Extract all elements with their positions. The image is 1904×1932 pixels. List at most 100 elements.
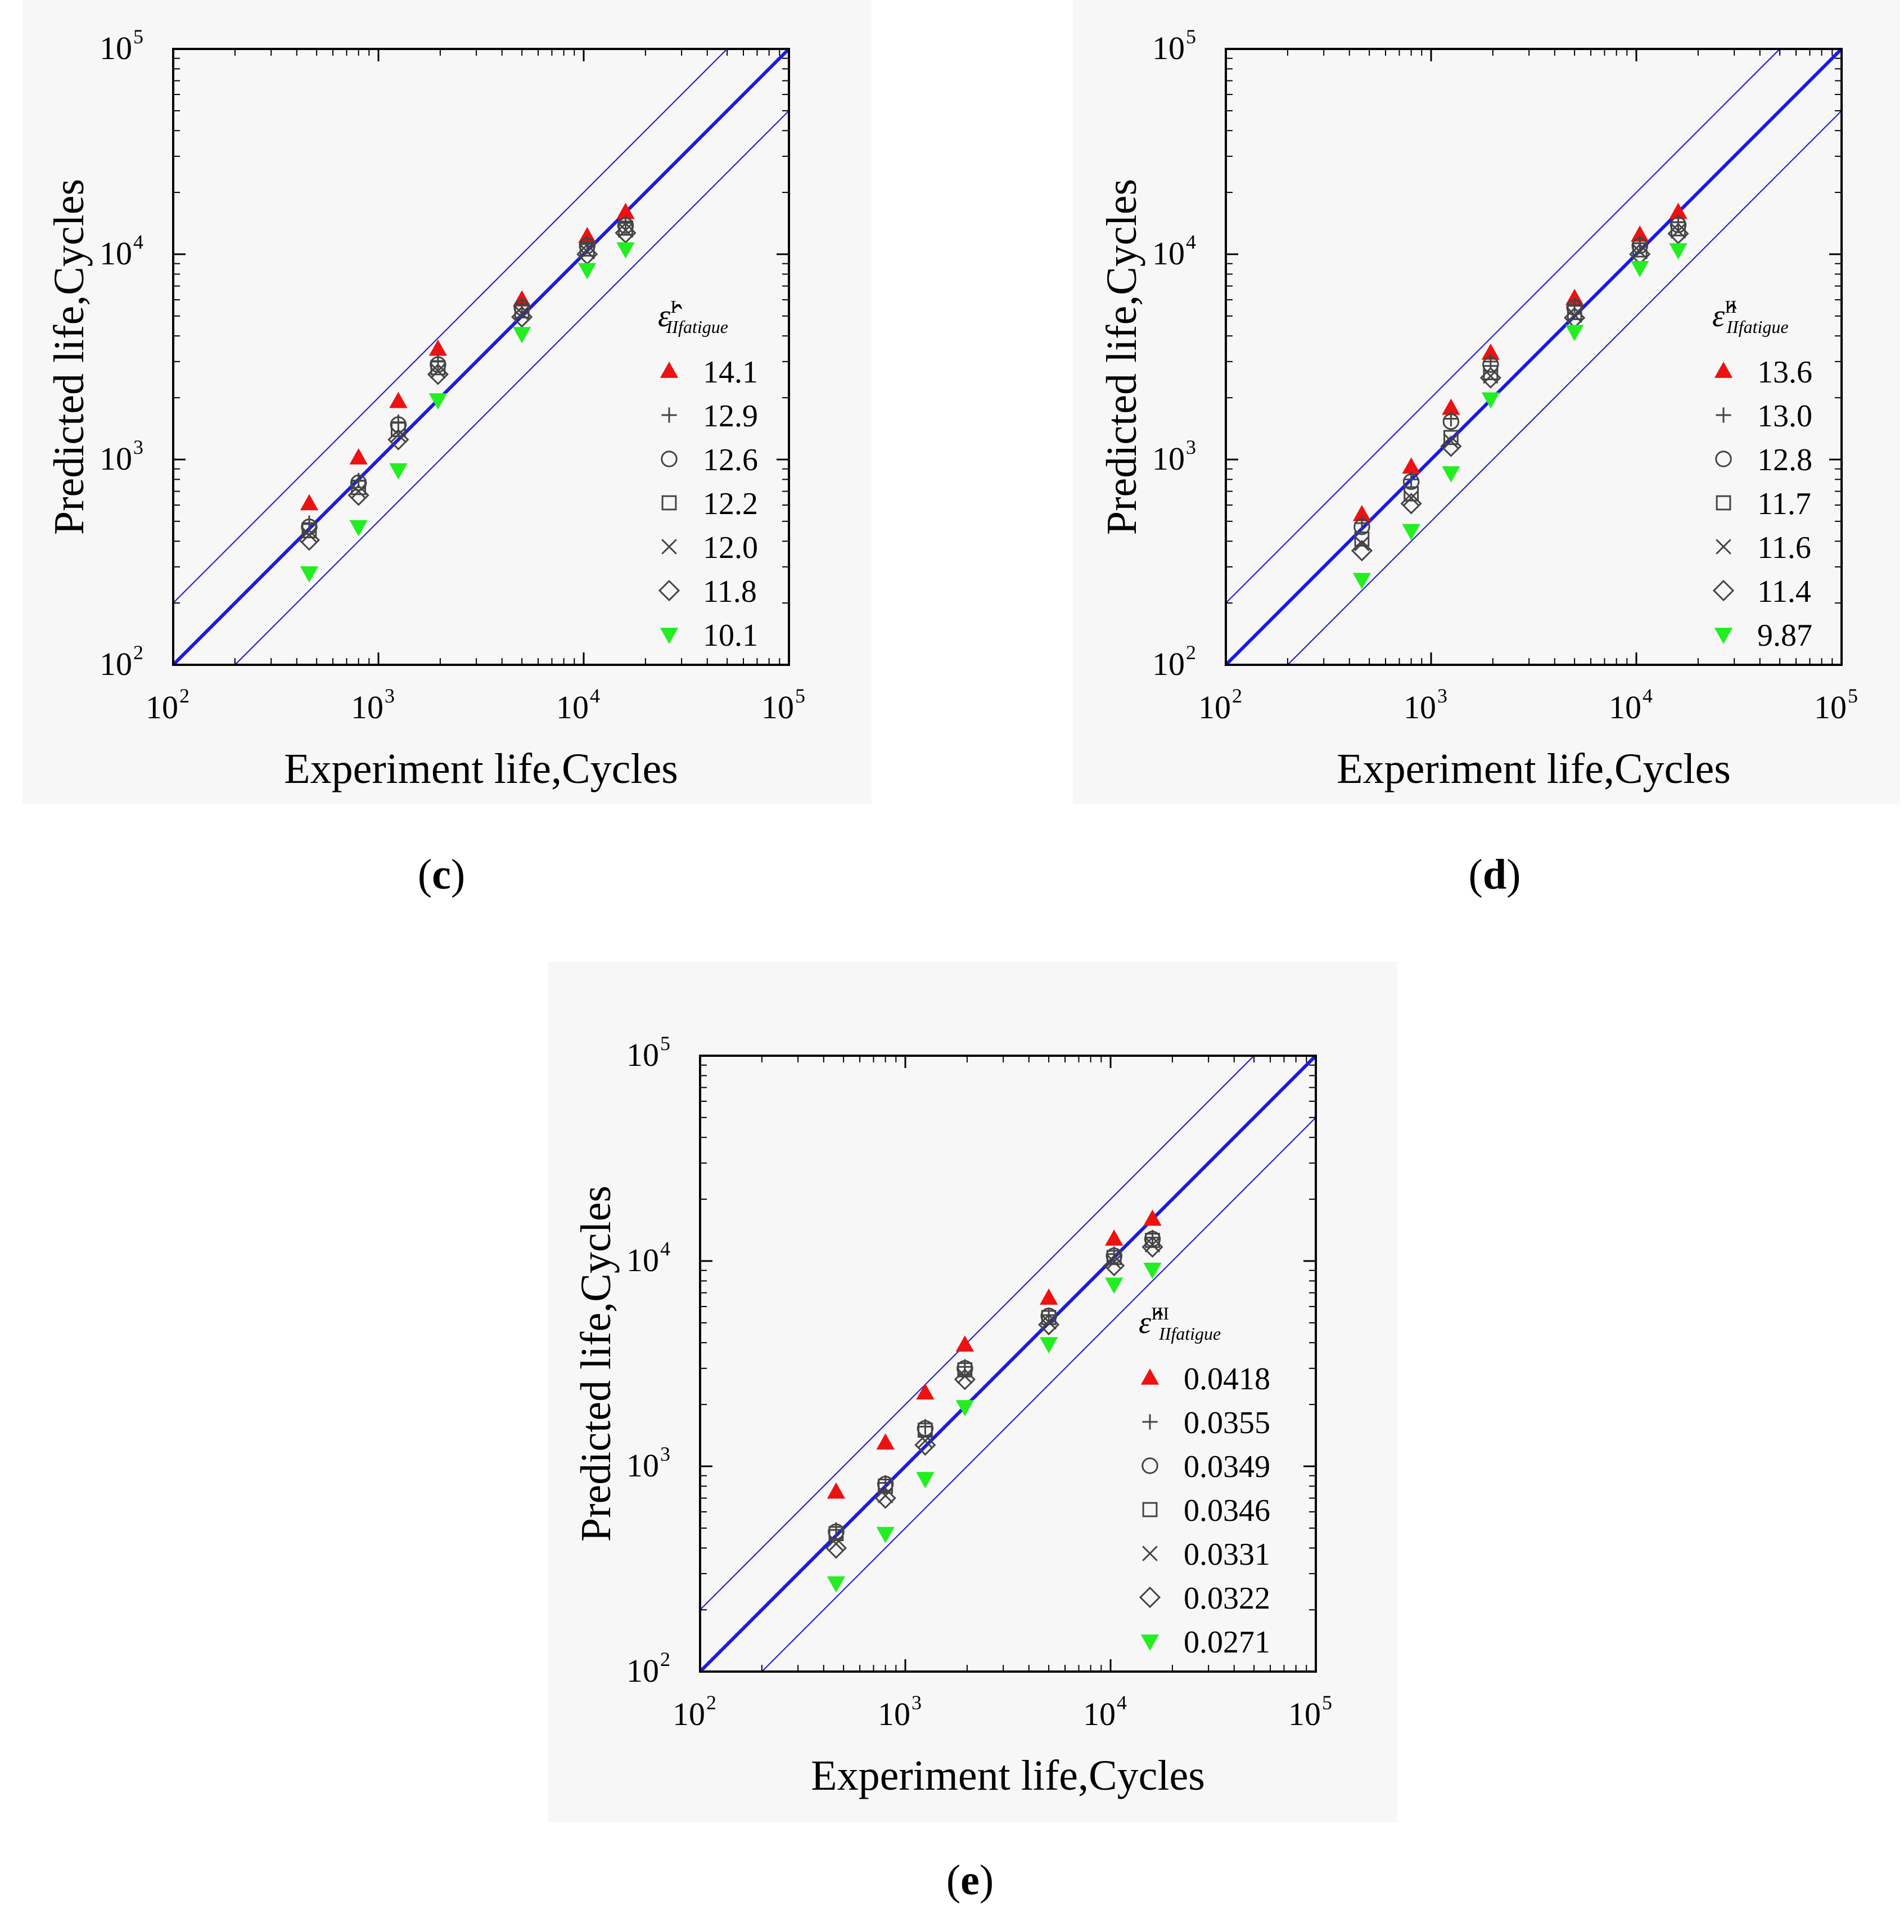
x-tick-label-d-2: 104 [1609, 684, 1653, 726]
data-point-c-3-6 [618, 220, 633, 236]
data-point-d-3-6 [1671, 221, 1686, 237]
series-d-0 [1352, 202, 1688, 521]
axis-frame-d [1225, 48, 1843, 666]
y-tick-label-exp: 2 [1186, 641, 1196, 664]
x-tick-label-e-3: 105 [1288, 1691, 1332, 1732]
y-tick-label-base: 10 [1152, 440, 1185, 477]
x-tick-label-base: 10 [1083, 1696, 1116, 1732]
y-tick-label-c-3: 105 [100, 25, 143, 66]
data-point-d-6-6 [1669, 243, 1688, 260]
y-tick-label-d-2: 104 [1152, 231, 1196, 272]
legend-label-d-0: 13.6 [1757, 355, 1812, 390]
legend-label-d-2: 12.8 [1757, 443, 1812, 478]
legend-marker-d-5 [1712, 579, 1735, 602]
data-point-d-0-2 [1442, 398, 1460, 415]
series-c-3 [301, 220, 633, 538]
ticks-e [699, 1055, 1317, 1673]
x-tick-label-exp: 2 [1232, 684, 1242, 707]
x-tick-label-exp: 4 [590, 684, 600, 707]
legend-marker-e-3 [1142, 1502, 1158, 1517]
data-point-c-1-0 [301, 515, 317, 531]
legend-title-sub: IIfatigue [1726, 317, 1788, 337]
y-axis-title-e: Predicted life,Cycles [572, 1186, 620, 1542]
series-e-0 [827, 1209, 1162, 1499]
y-tick-label-e-2: 104 [626, 1237, 670, 1278]
x-tick-label-base: 10 [1404, 689, 1436, 726]
x-tick-label-exp: 3 [385, 684, 395, 707]
data-point-c-4-1 [350, 483, 367, 499]
panel-label-e: (e) [946, 1857, 994, 1904]
legend-marker-e-1 [1142, 1414, 1158, 1430]
ideal-line-c [173, 49, 789, 665]
data-point-c-4-5 [579, 244, 595, 260]
data-point-d-4-1 [1403, 490, 1419, 506]
data-point-d-1-0 [1354, 515, 1370, 531]
data-point-c-4-0 [301, 526, 317, 543]
data-point-d-3-4 [1567, 305, 1582, 321]
ideal-line-d [1226, 49, 1842, 665]
y-tick-label-d-3: 105 [1152, 25, 1196, 66]
data-point-e-0-6 [1143, 1209, 1162, 1226]
data-point-e-0-3 [955, 1335, 974, 1352]
x-tick-label-exp: 5 [795, 684, 805, 707]
y-tick-label-base: 10 [100, 30, 132, 66]
data-points-d [1351, 202, 1689, 589]
x-tick-label-base: 10 [1288, 1696, 1321, 1732]
data-point-d-3-0 [1354, 531, 1370, 547]
data-point-d-0-0 [1352, 505, 1371, 521]
data-point-d-4-6 [1670, 223, 1686, 239]
legend-label-c-2: 12.6 [703, 443, 758, 478]
data-point-d-6-4 [1565, 325, 1584, 341]
data-point-e-3-2 [917, 1422, 933, 1438]
band-line-e-2 [761, 1116, 1316, 1672]
legend-d: ε̂II IIfatigue 13.6 13.0 12.8 11.7 11.6 11.4 9.8… [1712, 296, 1812, 653]
legend-marker-e-4 [1142, 1546, 1158, 1561]
y-tick-label-d-1: 103 [1152, 436, 1196, 477]
data-point-d-2-2 [1442, 413, 1460, 430]
y-tick-label-base: 10 [1152, 30, 1185, 66]
x-tick-label-base: 10 [146, 689, 178, 726]
data-point-e-4-3 [957, 1368, 973, 1384]
data-point-e-4-4 [1041, 1314, 1057, 1330]
legend-label-e-5: 0.0322 [1184, 1581, 1270, 1616]
x-tick-label-d-1: 103 [1404, 684, 1447, 726]
legend-marker-d-4 [1716, 539, 1731, 555]
x-tick-label-c-1: 103 [351, 684, 395, 726]
legend-marker-d-6 [1714, 628, 1733, 644]
y-tick-label-e-1: 103 [626, 1443, 670, 1484]
data-point-e-1-3 [957, 1359, 973, 1375]
series-c-6 [300, 242, 635, 583]
data-point-e-5-0 [825, 1537, 847, 1559]
legend-marker-c-6 [660, 628, 679, 644]
ticks-c [172, 48, 790, 666]
data-point-e-3-6 [1145, 1232, 1160, 1248]
x-tick-label-d-3: 105 [1814, 684, 1858, 726]
data-point-c-0-0 [300, 494, 319, 511]
data-point-c-3-3 [430, 360, 446, 376]
data-point-e-6-4 [1039, 1337, 1058, 1354]
y-tick-label-e-0: 102 [626, 1648, 670, 1689]
x-tick-label-base: 10 [351, 689, 383, 726]
legend-marker-e-5 [1139, 1586, 1161, 1609]
y-tick-label-exp: 3 [660, 1443, 670, 1465]
data-point-d-2-3 [1482, 356, 1499, 373]
data-points-c [298, 202, 637, 583]
x-tick-label-exp: 4 [1643, 684, 1653, 707]
y-tick-label-exp: 5 [660, 1032, 670, 1055]
legend-marker-d-0 [1714, 362, 1733, 378]
data-point-d-0-5 [1631, 225, 1649, 242]
data-points-e [825, 1209, 1163, 1593]
data-point-d-4-0 [1354, 535, 1370, 552]
x-tick-label-e-0: 102 [673, 1691, 716, 1732]
data-point-c-0-3 [428, 339, 448, 356]
y-tick-label-c-2: 104 [100, 231, 143, 272]
series-e-6 [827, 1263, 1162, 1593]
data-point-e-6-6 [1143, 1263, 1162, 1279]
data-point-e-5-6 [1142, 1236, 1163, 1258]
legend-label-e-4: 0.0331 [1184, 1537, 1270, 1572]
series-e-4 [828, 1237, 1161, 1552]
